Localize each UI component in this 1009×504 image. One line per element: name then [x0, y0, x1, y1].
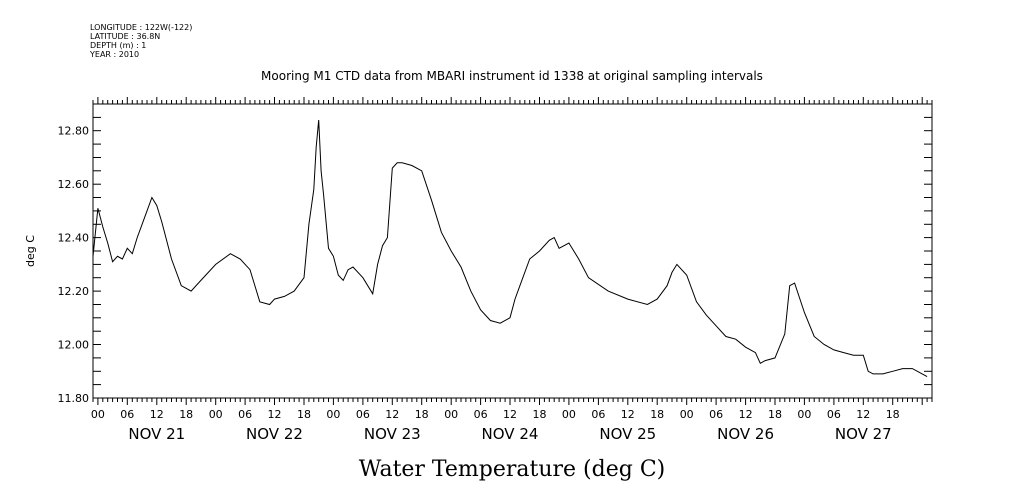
y-tick-labels: 11.80 12.00 12.20 12.40 12.60 12.80	[58, 125, 90, 405]
x-hour-label: 12	[268, 408, 282, 421]
x-hour-label: 12	[739, 408, 753, 421]
x-day-labels: NOV 21 NOV 22 NOV 23 NOV 24 NOV 25 NOV 26 NOV …	[128, 425, 891, 443]
x-day-label: NOV 22	[246, 425, 303, 443]
x-hour-label: 06	[120, 408, 134, 421]
x-hour-label: 18	[886, 408, 900, 421]
x-hour-label: 00	[680, 408, 694, 421]
plot-frame	[92, 103, 933, 399]
y-tick-label: 12.20	[58, 285, 90, 298]
metadata-longitude: LONGITUDE : 122W(-122)	[90, 23, 192, 32]
x-hour-label: 00	[91, 408, 105, 421]
x-hour-label: 12	[621, 408, 635, 421]
metadata-block: LONGITUDE : 122W(-122) LATITUDE : 36.8N …	[89, 23, 192, 59]
metadata-year: YEAR : 2010	[89, 50, 139, 59]
x-hour-label: 00	[562, 408, 576, 421]
x-day-label: NOV 23	[364, 425, 421, 443]
x-tick-labels: 00 06 12 18 00 06 12 18 00 06 12 18 00 06 12 18 00 06 12 18…	[91, 408, 900, 421]
y-tick-label: 12.80	[58, 125, 90, 138]
x-hour-label: 06	[356, 408, 370, 421]
chart-title: Mooring M1 CTD data from MBARI instrumen…	[261, 69, 763, 83]
x-day-label: NOV 21	[128, 425, 185, 443]
x-hour-label: 12	[385, 408, 399, 421]
x-day-label: NOV 24	[482, 425, 539, 443]
x-hour-label: 12	[150, 408, 164, 421]
x-day-label: NOV 27	[835, 425, 892, 443]
metadata-depth: DEPTH (m) : 1	[90, 41, 146, 50]
x-hour-label: 00	[326, 408, 340, 421]
x-hour-label: 18	[768, 408, 782, 421]
tick-marks	[92, 97, 933, 405]
x-hour-label: 18	[650, 408, 664, 421]
x-hour-label: 18	[179, 408, 193, 421]
x-day-label: NOV 26	[717, 425, 774, 443]
x-axis-label: Water Temperature (deg C)	[359, 457, 666, 482]
x-hour-label: 06	[474, 408, 488, 421]
x-hour-label: 12	[856, 408, 870, 421]
y-tick-label: 12.60	[58, 178, 90, 191]
y-tick-label: 12.00	[58, 339, 90, 352]
metadata-latitude: LATITUDE : 36.8N	[90, 32, 160, 41]
x-hour-label: 00	[797, 408, 811, 421]
x-hour-label: 18	[297, 408, 311, 421]
x-hour-label: 00	[209, 408, 223, 421]
y-axis-label: deg C	[24, 235, 37, 267]
x-hour-label: 06	[238, 408, 252, 421]
x-hour-label: 06	[709, 408, 723, 421]
x-hour-label: 00	[444, 408, 458, 421]
x-day-label: NOV 25	[599, 425, 656, 443]
x-hour-label: 06	[591, 408, 605, 421]
x-hour-label: 18	[415, 408, 429, 421]
x-hour-label: 12	[503, 408, 517, 421]
x-hour-label: 06	[827, 408, 841, 421]
y-tick-label: 11.80	[58, 392, 90, 405]
y-tick-label: 12.40	[58, 232, 90, 245]
x-hour-label: 18	[533, 408, 547, 421]
series-line-water-temperature	[92, 119, 928, 378]
